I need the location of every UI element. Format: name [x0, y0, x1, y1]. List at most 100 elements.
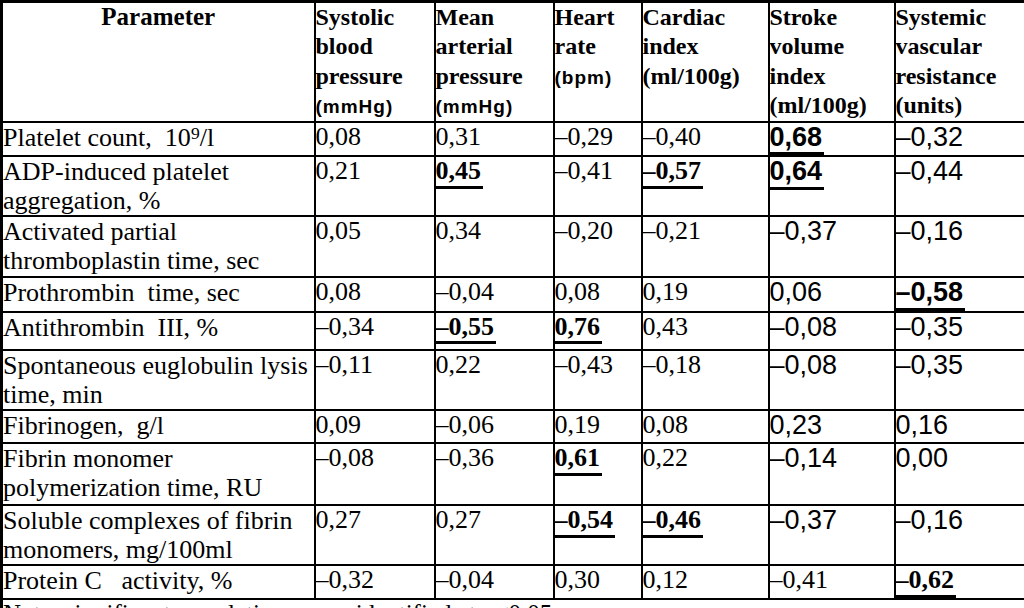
- table-row: Fibrinogen, g/l0,09–0,060,190,080,230,16: [2, 410, 1024, 443]
- value-text: –0,34: [316, 312, 375, 341]
- correlation-value: –0,40: [642, 122, 769, 157]
- note-row: Note: significant correlations were iden…: [2, 599, 1024, 608]
- value-text: –0,40: [643, 122, 702, 151]
- correlation-value: –0,20: [554, 216, 642, 277]
- table-row: Soluble complexes of fibrin monomers, mg…: [2, 505, 1024, 565]
- value-text: 0,64: [770, 158, 825, 190]
- value-text: –0,06: [436, 410, 495, 439]
- value-text: –0,18: [643, 350, 702, 379]
- correlation-value: –0,16: [895, 505, 1024, 565]
- value-text: 0,08: [643, 410, 689, 439]
- correlation-value: 0,23: [769, 410, 895, 443]
- column-header-unit: (units): [896, 92, 963, 118]
- correlation-value-significant: 0,45: [435, 156, 554, 216]
- correlation-value: –0,32: [895, 122, 1024, 157]
- column-header-unit: (ml/100g): [643, 63, 740, 89]
- parameter-cell: Prothrombin time, sec: [2, 277, 315, 312]
- parameter-cell: Platelet count, 10⁹/l: [2, 122, 315, 157]
- parameter-cell: Antithrombin III, %: [2, 312, 315, 350]
- column-header-name: Mean arterial pressure: [436, 4, 523, 89]
- column-header: Systemic vascular resistance (units): [895, 2, 1024, 122]
- value-text: 0,23: [770, 410, 823, 440]
- correlation-value: 0,21: [315, 156, 435, 216]
- value-text: 0,00: [896, 443, 949, 473]
- value-text: –0,16: [896, 216, 964, 246]
- table-header-row: Parameter Systolic blood pressure (mmHg)…: [2, 2, 1024, 122]
- value-text: 0,31: [436, 122, 482, 151]
- correlation-value-significant: –0,58: [895, 277, 1024, 312]
- column-header-unit: (mmHg): [316, 96, 394, 117]
- value-text: –0,29: [555, 122, 614, 151]
- column-header: Heart rate (bpm): [554, 2, 642, 122]
- parameter-cell: Fibrinogen, g/l: [2, 410, 315, 443]
- correlation-value: –0,35: [895, 350, 1024, 410]
- value-text: 0,12: [643, 565, 689, 594]
- value-text: –0,08: [770, 312, 838, 342]
- correlation-value: –0,43: [554, 350, 642, 410]
- table-row: Protein C activity, %–0,32 –0,04 0,300,12 –…: [2, 565, 1024, 599]
- table-note: Note: significant correlations were iden…: [2, 599, 1024, 608]
- value-text: –0,43: [555, 350, 614, 379]
- table-row: Activated partial thromboplastin time, s…: [2, 216, 1024, 277]
- parameter-cell: Activated partial thromboplastin time, s…: [2, 216, 315, 277]
- value-text: –0,37: [770, 216, 838, 246]
- column-header-name: Systemic vascular resistance: [896, 4, 997, 89]
- table-row: Platelet count, 10⁹/l0,080,31–0,29–0,400…: [2, 122, 1024, 157]
- value-text: –0,57: [643, 158, 704, 189]
- correlation-value-significant: –0,62: [895, 565, 1024, 599]
- table-row: Spontaneous euglobulin lysis time, min–0…: [2, 350, 1024, 410]
- correlation-value-significant: –0,57: [642, 156, 769, 216]
- value-text: 0,08: [555, 277, 601, 306]
- correlation-value: 0,00: [895, 443, 1024, 505]
- correlation-value: –0,18: [642, 350, 769, 410]
- column-header-name: Cardiac index: [643, 4, 726, 59]
- correlation-value: 0,08: [315, 277, 435, 312]
- value-text: –0,62: [896, 567, 957, 598]
- value-text: –0,21: [643, 216, 702, 245]
- correlation-value: 0,34: [435, 216, 554, 277]
- value-text: 0,43: [643, 312, 689, 341]
- value-text: 0,34: [436, 216, 482, 245]
- correlation-value: –0,04: [435, 565, 554, 599]
- value-text: –0,37: [770, 505, 838, 535]
- correlation-value: 0,08: [642, 410, 769, 443]
- parameter-cell: Fibrin monomer polymerization time, RU: [2, 443, 315, 505]
- column-header-unit: (bpm): [555, 67, 613, 88]
- column-header-name: Heart rate: [555, 4, 615, 59]
- correlation-value: –0,06: [435, 410, 554, 443]
- correlation-value: –0,37: [769, 505, 895, 565]
- parameter-cell: ADP-induced platelet aggregation, %: [2, 156, 315, 216]
- correlation-value: –0,44: [895, 156, 1024, 216]
- correlation-value: –0,35: [895, 312, 1024, 350]
- value-text: –0,20: [555, 216, 614, 245]
- value-text: 0,19: [555, 410, 601, 439]
- column-header-unit: (mmHg): [436, 96, 514, 117]
- column-header-unit: (ml/100g): [770, 92, 867, 118]
- correlation-value: 0,19: [642, 277, 769, 312]
- value-text: –0,32: [316, 565, 375, 594]
- parameter-column-header: Parameter: [2, 2, 315, 122]
- value-text: 0,21: [316, 156, 362, 185]
- correlation-value: 0,12: [642, 565, 769, 599]
- correlation-value: 0,31: [435, 122, 554, 157]
- correlation-value-significant: 0,64: [769, 156, 895, 216]
- table-row: Prothrombin time, sec0,08–0,040,080,190,…: [2, 277, 1024, 312]
- correlation-value: 0,06: [769, 277, 895, 312]
- value-text: 0,06: [770, 277, 823, 307]
- correlation-value: 0,30: [554, 565, 642, 599]
- correlation-value: –0,36: [435, 443, 554, 505]
- column-header-name: Systolic blood pressure: [316, 4, 403, 89]
- value-text: –0,35: [896, 312, 964, 342]
- value-text: –0,04: [436, 565, 495, 594]
- value-text: 0,05: [316, 216, 362, 245]
- table-row: ADP-induced platelet aggregation, %0,21 0…: [2, 156, 1024, 216]
- value-text: –0,58: [896, 279, 966, 311]
- correlation-value: –0,08: [315, 443, 435, 505]
- column-header: Mean arterial pressure (mmHg): [435, 2, 554, 122]
- correlation-value: 0,43: [642, 312, 769, 350]
- correlation-value-significant: 0,76: [554, 312, 642, 350]
- table-row: Fibrin monomer polymerization time, RU–0…: [2, 443, 1024, 505]
- value-text: 0,09: [316, 410, 362, 439]
- parameter-cell: Protein C activity, %: [2, 565, 315, 599]
- value-text: 0,61: [555, 445, 603, 476]
